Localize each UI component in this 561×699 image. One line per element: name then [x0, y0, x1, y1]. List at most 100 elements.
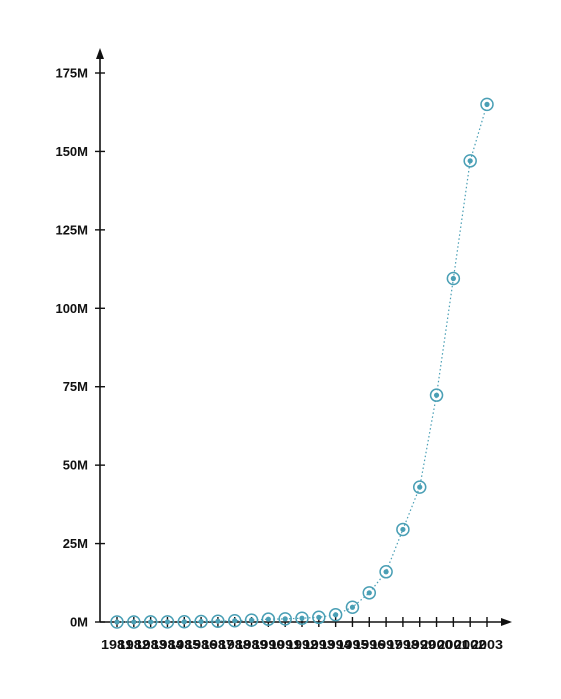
- data-point-dot: [349, 604, 356, 610]
- data-point-dot: [316, 614, 322, 620]
- data-point-ring: [396, 522, 410, 537]
- data-point-dot: [164, 619, 171, 625]
- x-tick-label: 1994: [320, 637, 353, 652]
- data-point: [177, 614, 192, 629]
- data-point-dot: [484, 101, 490, 107]
- data-point-ring: [295, 611, 309, 625]
- data-point: [227, 613, 242, 628]
- x-tick-label: 1986: [185, 637, 217, 652]
- data-point: [143, 615, 158, 629]
- data-point-ring: [345, 600, 360, 615]
- data-point-dot: [248, 617, 255, 623]
- data-point: [110, 615, 124, 629]
- data-point-ring: [463, 154, 477, 168]
- data-point: [211, 614, 225, 628]
- data-point-dot: [181, 619, 187, 625]
- axes: [96, 48, 512, 626]
- x-tick-label: 2003: [471, 637, 503, 652]
- data-point-dot: [131, 619, 137, 625]
- x-tick-label: 1989: [236, 637, 268, 652]
- y-tick-label: 175M: [55, 66, 88, 81]
- x-axis-arrow: [501, 618, 512, 626]
- y-tick-label: 25M: [63, 536, 88, 551]
- x-ticks: 1981198219831984198519861987198819891990…: [101, 617, 503, 652]
- series-markers: [110, 97, 494, 629]
- data-point: [244, 613, 259, 627]
- data-point-ring: [312, 610, 326, 625]
- x-tick-label: 1984: [151, 637, 184, 652]
- data-point-ring: [143, 615, 158, 629]
- x-tick-label: 1997: [370, 637, 402, 652]
- x-tick-label: 1983: [135, 637, 167, 652]
- y-tick-label: 100M: [55, 301, 88, 316]
- data-point-ring: [412, 480, 427, 494]
- data-point-ring: [480, 97, 494, 112]
- data-point-ring: [379, 565, 393, 579]
- x-tick-label: 1987: [202, 637, 234, 652]
- y-tick-label: 150M: [55, 144, 88, 159]
- data-point-dot: [417, 484, 423, 490]
- data-point: [194, 614, 208, 629]
- y-axis-arrow: [96, 48, 104, 59]
- data-point-ring: [261, 612, 276, 626]
- data-point-ring: [227, 613, 242, 628]
- data-point: [362, 586, 377, 600]
- data-point-dot: [433, 392, 440, 398]
- y-ticks: 0M 25M 50M 75M 100M 125M 150M 175M: [55, 66, 105, 630]
- data-point-ring: [160, 615, 175, 629]
- series-line: [117, 104, 488, 623]
- data-point-ring: [110, 615, 124, 629]
- data-point-dot: [232, 618, 238, 624]
- data-point-dot: [265, 616, 271, 622]
- data-point: [328, 608, 343, 622]
- data-point: [312, 610, 326, 625]
- data-point: [463, 154, 477, 168]
- x-tick-label: 1991: [269, 637, 301, 652]
- data-point-dot: [467, 158, 473, 164]
- data-point-ring: [429, 388, 444, 402]
- x-tick-label: 1981: [101, 637, 133, 652]
- data-point-dot: [148, 619, 154, 625]
- x-tick-label: 1996: [353, 637, 385, 652]
- data-point: [295, 611, 309, 625]
- data-point-ring: [328, 608, 343, 622]
- data-point: [396, 522, 410, 537]
- data-point-dot: [400, 526, 406, 533]
- x-tick-label: 1993: [303, 637, 335, 652]
- x-tick-label: 2001: [437, 637, 469, 652]
- data-point-ring: [211, 614, 225, 628]
- data-point: [160, 615, 175, 629]
- y-tick-label: 75M: [63, 379, 88, 394]
- x-tick-label: 1992: [286, 637, 318, 652]
- data-point: [127, 615, 141, 629]
- data-point-ring: [244, 613, 259, 627]
- x-tick-label: 1982: [118, 637, 150, 652]
- data-point: [412, 480, 427, 494]
- data-point-ring: [127, 615, 141, 629]
- x-tick-label: 1999: [404, 637, 436, 652]
- data-point-dot: [299, 615, 305, 621]
- x-tick-label: 1985: [168, 637, 200, 652]
- data-point: [261, 612, 276, 626]
- data-point: [278, 612, 292, 626]
- data-point: [446, 271, 461, 286]
- x-tick-label: 1995: [336, 637, 368, 652]
- x-tick-label: 2002: [454, 637, 486, 652]
- data-point: [379, 565, 393, 579]
- data-point-dot: [366, 590, 372, 596]
- data-point-ring: [194, 614, 208, 629]
- x-tick-label: 1998: [387, 637, 419, 652]
- data-point: [429, 388, 444, 402]
- data-point-ring: [177, 614, 192, 629]
- x-tick-label: 2000: [421, 637, 453, 652]
- data-point: [480, 97, 494, 112]
- y-tick-label: 125M: [55, 222, 88, 237]
- data-point-ring: [362, 586, 377, 600]
- data-point-dot: [198, 618, 204, 625]
- data-point-dot: [450, 275, 456, 282]
- data-point-ring: [278, 612, 292, 626]
- data-point-dot: [114, 619, 120, 625]
- data-point-dot: [333, 612, 339, 618]
- data-point-ring: [446, 271, 461, 286]
